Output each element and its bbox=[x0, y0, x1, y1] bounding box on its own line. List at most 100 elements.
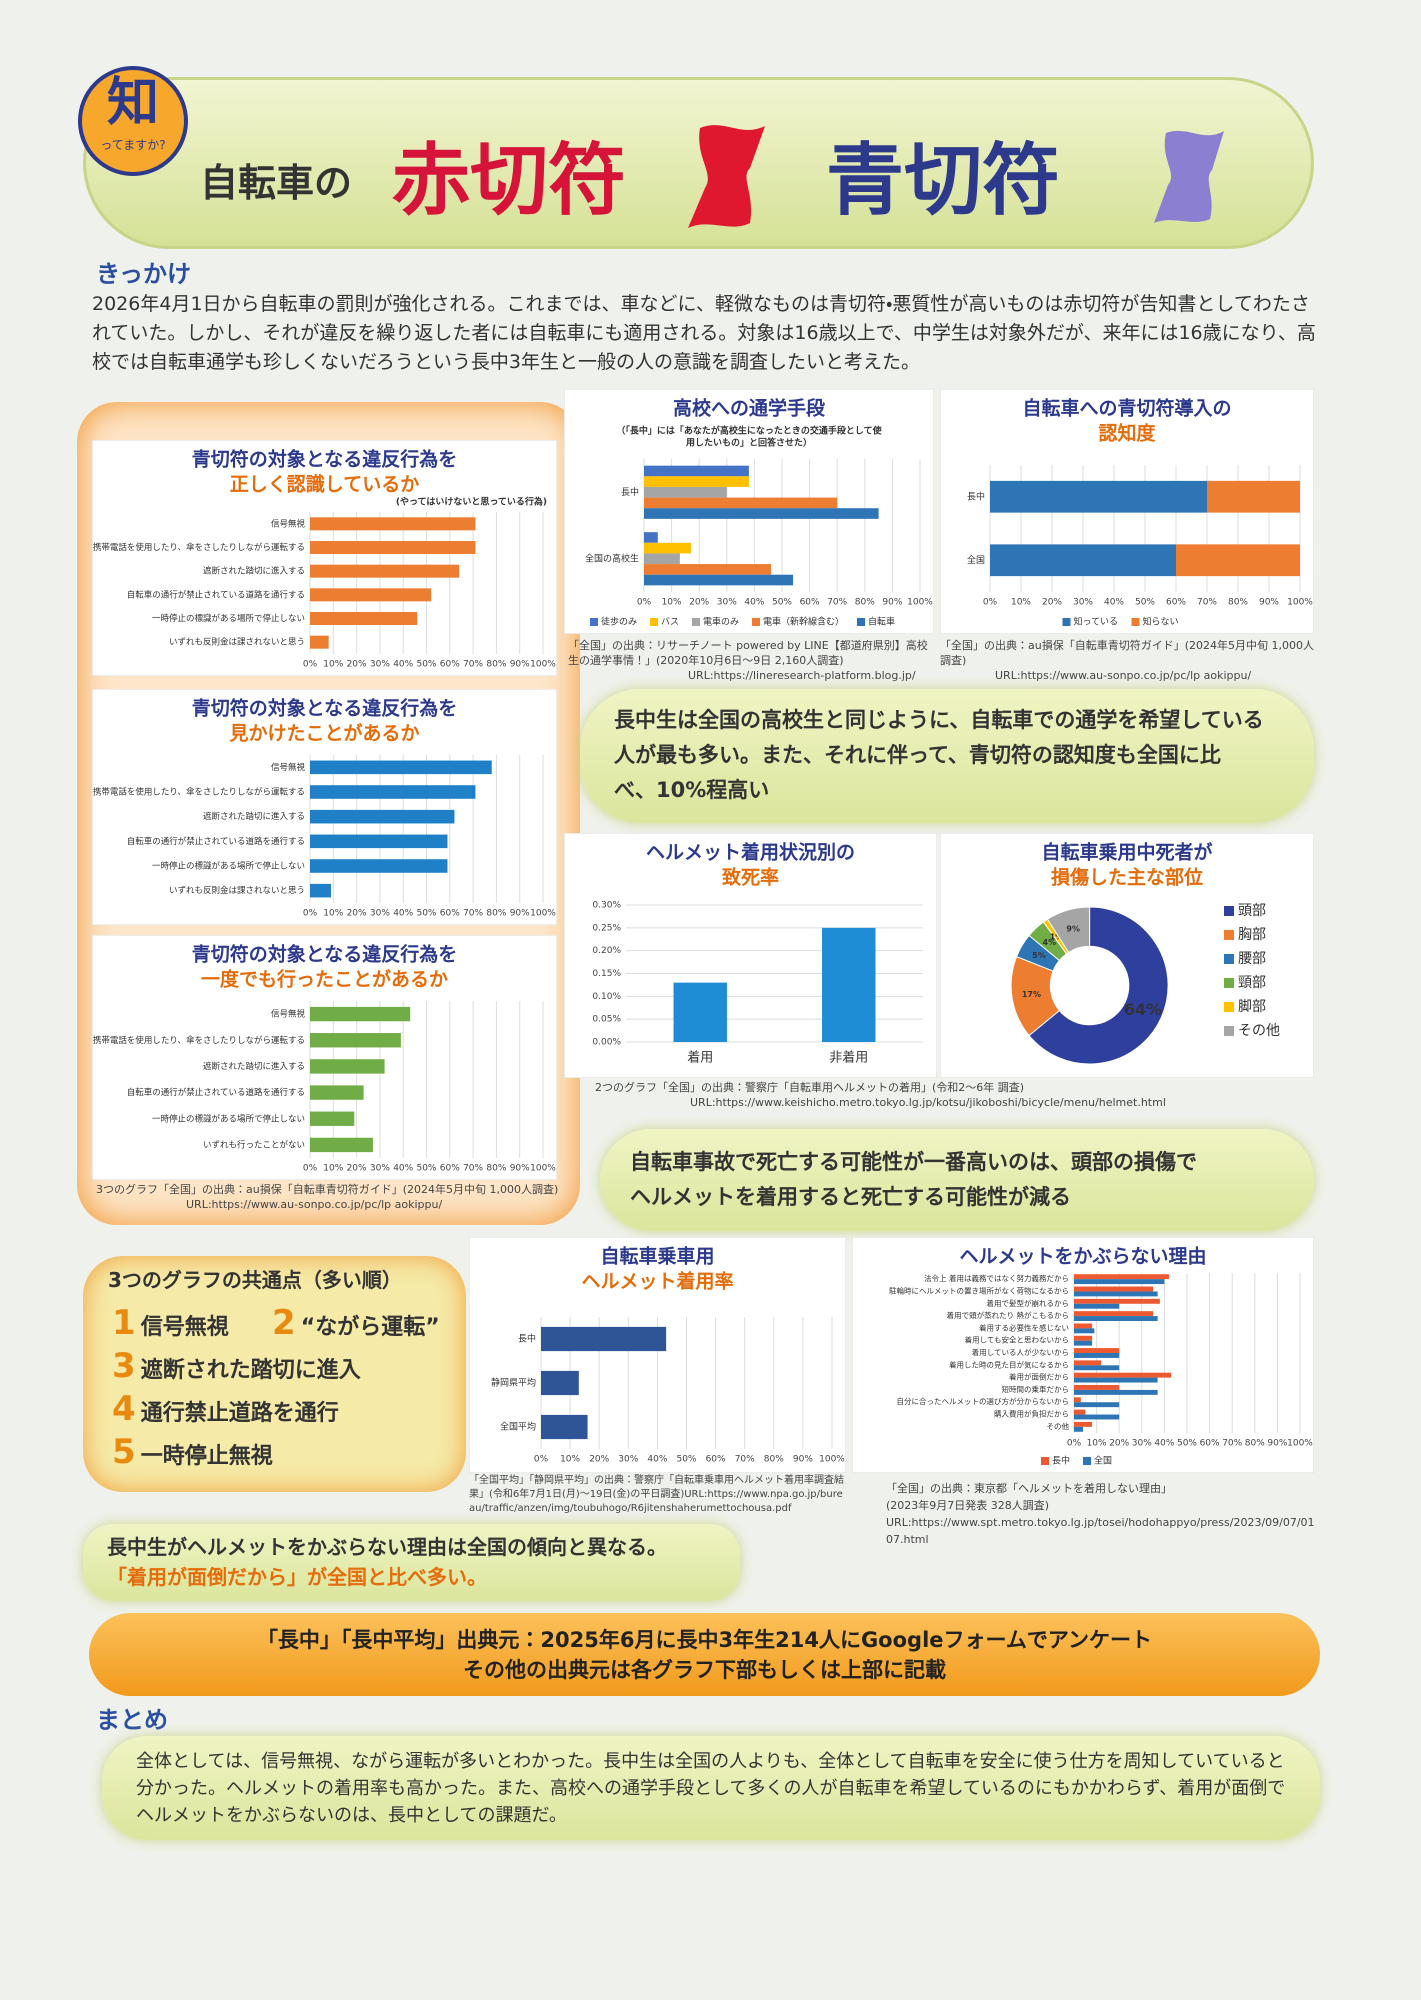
bar bbox=[1074, 1421, 1093, 1427]
x-tick-label: 50% bbox=[416, 909, 436, 919]
category-label: 駐輪時にヘルメットの置き場所がなく荷物になるから bbox=[889, 1285, 1069, 1295]
x-tick-label: 30% bbox=[370, 1164, 390, 1174]
category-label: 着用が面倒だから bbox=[1009, 1372, 1069, 1382]
blue-ribbon bbox=[1154, 130, 1224, 223]
bar bbox=[310, 1111, 355, 1126]
x-tick-label: 90% bbox=[510, 1164, 530, 1174]
caption: 「全国」の出典：au損保「自転車青切符ガイド」(2024年5月中旬 1,000人… bbox=[940, 638, 1314, 683]
x-tick-label: 50% bbox=[1177, 1439, 1197, 1449]
caption: 「全国」の出典：リサーチノート powered by LINE【都道府県別】高校… bbox=[568, 638, 934, 683]
summary-heading: まとめ bbox=[96, 1706, 168, 1734]
category-label: いずれも行ったことがない bbox=[203, 1139, 305, 1150]
legend-label: その他 bbox=[1238, 1023, 1280, 1039]
category-label: 遮断された踏切に進入する bbox=[203, 811, 305, 822]
x-tick-label: 40% bbox=[647, 1455, 667, 1465]
x-tick-label: 30% bbox=[370, 660, 390, 670]
category-label: 着用で髪型が崩れるから bbox=[987, 1298, 1070, 1308]
bar bbox=[1074, 1409, 1086, 1415]
x-tick-label: 30% bbox=[370, 909, 390, 919]
legend-label: 自転車 bbox=[868, 616, 895, 628]
bar bbox=[541, 1370, 579, 1396]
bubble-line: 長中生は全国の高校生と同じように、自転車での通学を希望している bbox=[614, 708, 1264, 732]
source-line: 「長中」「長中平均」出典元：2025年6月に長中3年生214人にGoogleフォ… bbox=[256, 1628, 1153, 1652]
bar bbox=[644, 465, 749, 477]
x-tick-label: 50% bbox=[416, 660, 436, 670]
caption-line: 「全国」の出典：リサーチノート powered by LINE【都道府県別】高校… bbox=[568, 639, 928, 667]
bar bbox=[1074, 1316, 1158, 1321]
badge-sub: ってますか? bbox=[100, 138, 166, 152]
bar bbox=[1074, 1385, 1120, 1390]
x-tick-label: 90% bbox=[793, 1455, 813, 1465]
bar bbox=[310, 611, 418, 626]
x-tick-label: 70% bbox=[1222, 1439, 1242, 1449]
chart-note: (やってはいけないと思っている行為) bbox=[396, 496, 547, 508]
x-tick-label: 30% bbox=[1073, 598, 1093, 608]
bar bbox=[310, 1059, 385, 1074]
caption-line: 3つのグラフ「全国」の出典：au損保「自転車青切符ガイド」(2024年5月中旬 … bbox=[96, 1183, 559, 1196]
bar bbox=[1074, 1279, 1165, 1285]
x-tick-label: 90% bbox=[882, 598, 902, 608]
category-label: 信号無視 bbox=[271, 1009, 306, 1020]
legend-label: 徒歩のみ bbox=[601, 616, 637, 628]
bar bbox=[1074, 1353, 1120, 1358]
bubble: 長中生がヘルメットをかぶらない理由は全国の傾向と異なる。 「着用が面倒だから」が… bbox=[83, 1524, 740, 1601]
category-label: 法令上 着用は義務ではなく努力義務だから bbox=[924, 1273, 1069, 1283]
chart-title: 見かけたことがあるか bbox=[229, 722, 419, 745]
title-blue: 青切符 bbox=[826, 136, 1061, 226]
legend-label: 知らない bbox=[1143, 616, 1179, 628]
bar bbox=[644, 542, 691, 554]
chart-title: 認知度 bbox=[1098, 422, 1156, 445]
x-tick-label: 10% bbox=[1087, 1439, 1107, 1449]
chart-title: 一度でも行ったことがあるか bbox=[201, 968, 448, 991]
value-label: 4% bbox=[1043, 938, 1057, 947]
legend-swatch bbox=[857, 618, 865, 626]
x-tick-label: 10% bbox=[323, 1164, 343, 1174]
bar bbox=[1176, 544, 1300, 577]
legend-label: 知っている bbox=[1074, 616, 1119, 628]
category-label: 自分に合ったヘルメットの選び方が分からないから bbox=[897, 1396, 1070, 1406]
bar bbox=[1074, 1377, 1158, 1383]
bubble-line: 「着用が面倒だから」が全国と比べ多い。 bbox=[107, 1565, 487, 1589]
common-item: 4 通行禁止道路を通行 bbox=[112, 1389, 339, 1429]
caption-line: URL:https://www.spt.metro.tokyo.lg.jp/to… bbox=[886, 1516, 1315, 1546]
legend-swatch bbox=[1131, 618, 1140, 626]
chart-subtitle: （「長中」には「あなたが高校生になったときの交通手段として使 bbox=[616, 425, 882, 437]
badge: 知 ってますか? bbox=[78, 66, 188, 176]
slice bbox=[1046, 906, 1091, 954]
x-tick-label: 60% bbox=[1166, 598, 1186, 608]
x-tick-label: 90% bbox=[1259, 598, 1279, 608]
bar bbox=[1074, 1303, 1120, 1309]
intro-heading: きっかけ bbox=[96, 260, 192, 288]
chart-title: 致死率 bbox=[722, 866, 779, 889]
bar bbox=[644, 553, 680, 565]
chart: 高校への通学手段 （「長中」には「あなたが高校生になったときの交通手段として使用し… bbox=[564, 389, 934, 634]
x-tick-label: 0% bbox=[1067, 1439, 1082, 1449]
x-tick-label: 20% bbox=[689, 598, 709, 608]
source-banner: 「長中」「長中平均」出典元：2025年6月に長中3年生214人にGoogleフォ… bbox=[89, 1613, 1320, 1696]
bar bbox=[1074, 1286, 1154, 1292]
caption-line: URL:https://www.au-sonpo.co.jp/pc/lp aok… bbox=[186, 1198, 443, 1211]
x-tick-label: 80% bbox=[486, 660, 506, 670]
bar bbox=[1074, 1348, 1120, 1353]
bar bbox=[990, 480, 1207, 513]
bar bbox=[310, 517, 476, 531]
bar bbox=[644, 486, 727, 498]
chart-title: 青切符の対象となる違反行為を bbox=[192, 697, 457, 720]
item-text: “ながら運転” bbox=[300, 1315, 440, 1340]
legend-swatch bbox=[1224, 954, 1234, 964]
x-tick-label: 10% bbox=[560, 1455, 580, 1465]
bubble-line: 自転車事故で死亡する可能性が一番高いのは、頭部の損傷で bbox=[630, 1150, 1197, 1174]
category-label: 自転車の通行が禁止されている道路を通行する bbox=[127, 836, 305, 847]
legend-swatch bbox=[590, 618, 598, 626]
y-tick-label: 0.15% bbox=[592, 969, 621, 979]
chart: 青切符の対象となる違反行為を正しく認識しているか(やってはいけないと思っている行… bbox=[92, 440, 557, 676]
category-label: 着用 bbox=[687, 1050, 713, 1066]
bubble-line: べ、10%程高い bbox=[614, 778, 770, 802]
caption-line: 「全国」の出典：東京都「ヘルメットを着用しない理由」 bbox=[886, 1482, 1172, 1495]
bar bbox=[310, 540, 476, 555]
slice bbox=[1028, 906, 1169, 1065]
common-item: 1 信号無視 bbox=[112, 1303, 229, 1343]
value-label: 5% bbox=[1032, 951, 1046, 960]
